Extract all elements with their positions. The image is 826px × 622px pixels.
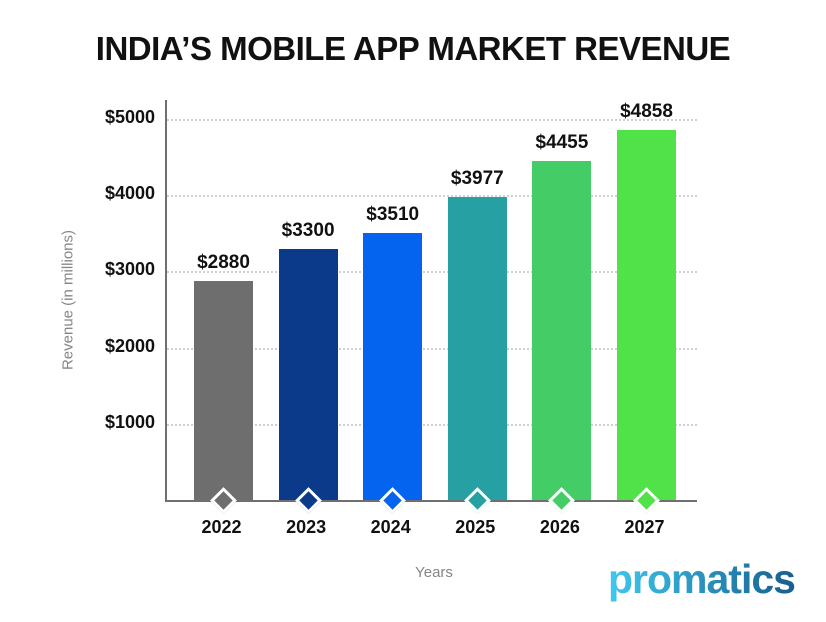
x-tick-label-2025: 2025 xyxy=(455,517,496,537)
y-tick-label-4000: $4000 xyxy=(104,183,155,204)
bar-value-label-2024: $3510 xyxy=(366,203,420,225)
bar-2026 xyxy=(532,160,592,500)
x-axis-title: Years xyxy=(415,564,453,581)
chart-title: INDIA’S MOBILE APP MARKET REVENUE xyxy=(95,30,731,67)
x-tick-label-2022: 2022 xyxy=(201,517,242,537)
x-tick-label-2023: 2023 xyxy=(286,517,327,537)
plot-area: $2880 $3300 $3510 $3977 $4455 $4858 xyxy=(165,100,697,514)
y-tick-label-5000: $5000 xyxy=(104,107,155,127)
promatics-logo-text: promatics xyxy=(608,556,795,602)
bar-value-label-2025: $3977 xyxy=(450,167,504,189)
bar-value-label-2027: $4858 xyxy=(620,100,673,122)
gridline-1000 xyxy=(167,423,697,426)
gridline-4000 xyxy=(167,195,697,198)
gridline-5000 xyxy=(167,119,697,121)
bar-value-label-2026: $4455 xyxy=(535,131,589,153)
promatics-logo: promatics xyxy=(608,556,796,602)
x-tick-label-2026: 2026 xyxy=(539,517,580,537)
bar-2027 xyxy=(617,129,676,500)
bar-value-label-2023: $3300 xyxy=(281,219,335,241)
bar-2022 xyxy=(194,280,253,500)
y-tick-label-1000: $1000 xyxy=(104,411,155,432)
x-tick-label-2024: 2024 xyxy=(370,517,411,537)
x-tick-label-2027: 2027 xyxy=(624,517,665,537)
bar-2024 xyxy=(363,232,423,500)
y-tick-label-2000: $2000 xyxy=(104,335,155,356)
bar-2025 xyxy=(447,196,507,500)
bar-value-label-2022: $2880 xyxy=(197,251,250,273)
bar-2023 xyxy=(278,248,338,500)
gridline-2000 xyxy=(167,347,697,350)
gridline-3000 xyxy=(167,271,697,274)
y-tick-label-3000: $3000 xyxy=(104,259,155,280)
